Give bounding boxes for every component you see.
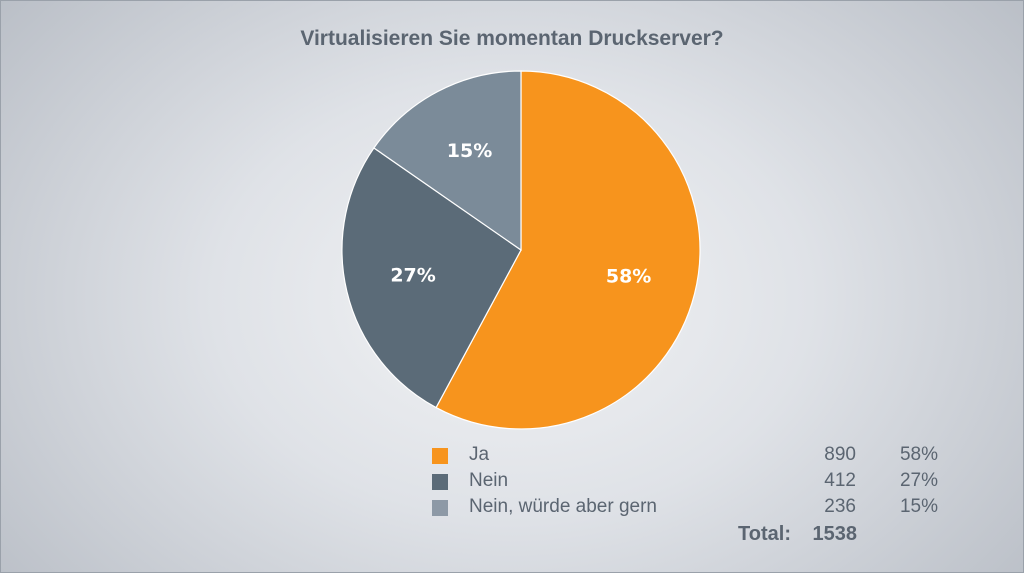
chart-title: Virtualisieren Sie momentan Druckserver?: [300, 27, 724, 50]
legend-row-nein-wuerde-aber-gern: Nein, würde aber gern 236 15%: [432, 496, 952, 522]
pie-label-ja: 58%: [606, 266, 651, 288]
legend-percent: 15%: [899, 496, 938, 517]
legend-label: Nein: [469, 470, 509, 491]
legend-count: 236: [824, 496, 856, 517]
legend-swatch-ja: [432, 448, 448, 464]
total-value: 1538: [812, 523, 858, 545]
legend-swatch-nein: [432, 474, 448, 490]
legend-count: 890: [824, 444, 856, 465]
legend-label: Nein, würde aber gern: [469, 496, 657, 517]
legend-row-nein: Nein 412 27%: [432, 470, 952, 496]
legend-label: Ja: [469, 444, 490, 465]
pie-slice-nein: [341, 147, 522, 409]
total-label: Total:: [738, 523, 791, 545]
legend-swatch-nein-wuerde-aber-gern: [432, 500, 448, 516]
legend-count: 412: [824, 470, 856, 491]
pie-label-nein: 27%: [390, 264, 435, 286]
pie-slice-ja: [435, 70, 701, 430]
legend-row-ja: Ja 890 58%: [432, 444, 952, 470]
legend-percent: 27%: [899, 470, 938, 491]
pie-slice-nein-wuerde-aber-gern: [373, 70, 522, 252]
legend-percent: 58%: [899, 444, 938, 465]
pie-label-nein-wuerde-aber-gern: 15%: [447, 140, 492, 162]
